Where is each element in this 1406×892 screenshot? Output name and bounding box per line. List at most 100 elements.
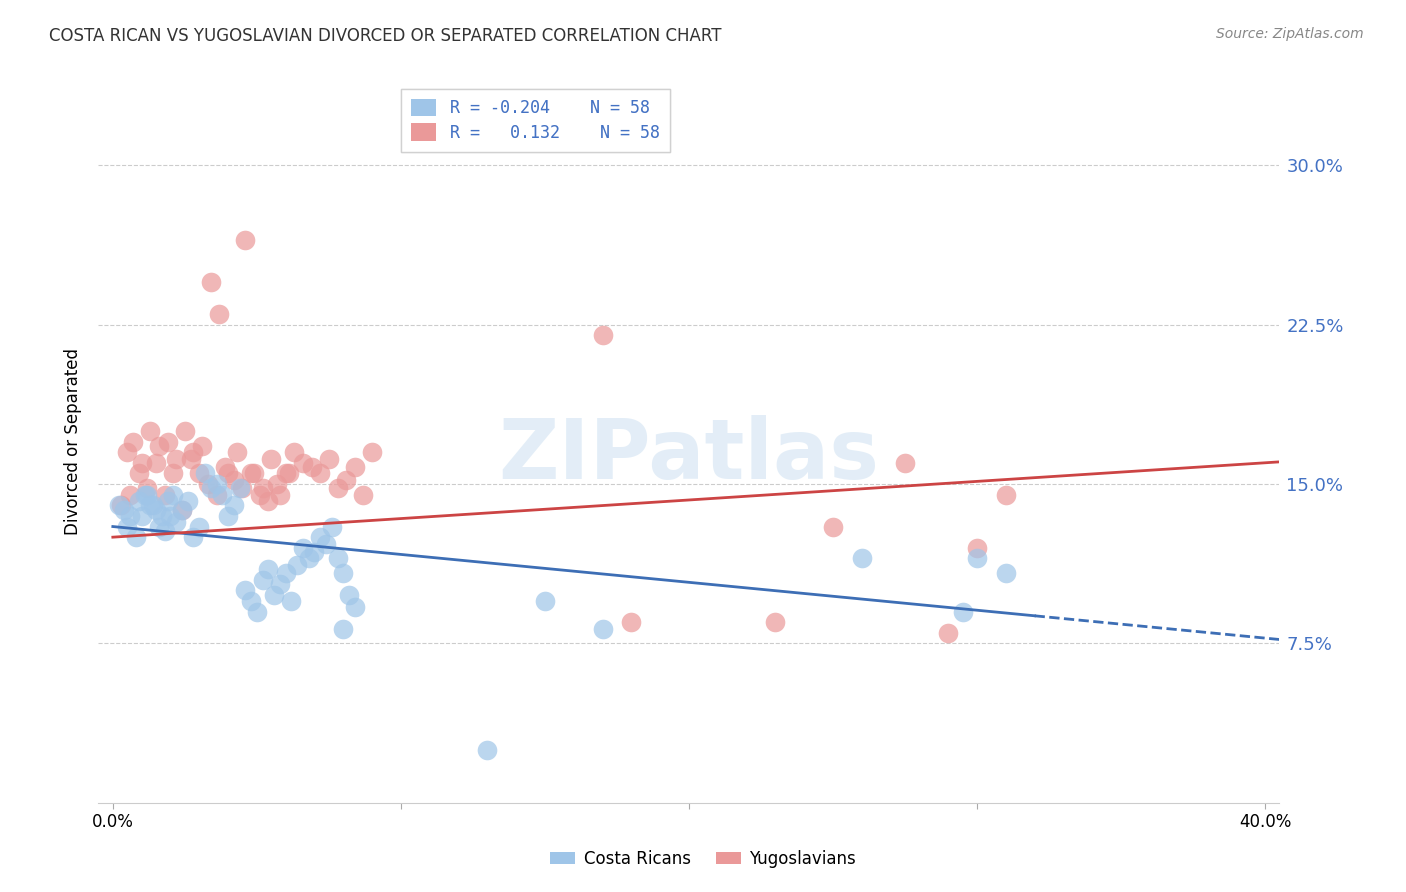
Text: Source: ZipAtlas.com: Source: ZipAtlas.com	[1216, 27, 1364, 41]
Point	[180, 451, 202, 466]
Point	[309, 530, 332, 544]
Point	[115, 519, 138, 533]
Point	[263, 588, 285, 602]
Point	[231, 481, 253, 495]
Point	[120, 488, 142, 502]
Point	[620, 615, 643, 630]
Point	[246, 605, 269, 619]
Point	[240, 467, 263, 481]
Point	[170, 502, 193, 516]
Legend: Costa Ricans, Yugoslavians: Costa Ricans, Yugoslavians	[544, 844, 862, 875]
Point	[966, 551, 988, 566]
Point	[283, 445, 305, 459]
Point	[309, 467, 332, 481]
Point	[139, 424, 162, 438]
Point	[188, 467, 211, 481]
Point	[115, 445, 138, 459]
Point	[162, 467, 184, 481]
Point	[318, 451, 340, 466]
Point	[191, 439, 214, 453]
Point	[326, 481, 349, 495]
Point	[183, 530, 205, 544]
Point	[332, 622, 354, 636]
Point	[153, 488, 176, 502]
Point	[153, 524, 176, 538]
Point	[233, 583, 256, 598]
Point	[125, 530, 148, 544]
Point	[343, 460, 366, 475]
Point	[148, 439, 170, 453]
Point	[145, 456, 167, 470]
Point	[952, 605, 974, 619]
Point	[301, 460, 323, 475]
Point	[194, 467, 217, 481]
Point	[592, 622, 614, 636]
Point	[477, 742, 499, 756]
Point	[156, 434, 179, 449]
Text: ZIPatlas: ZIPatlas	[499, 416, 879, 497]
Point	[205, 477, 228, 491]
Point	[214, 460, 236, 475]
Point	[131, 508, 153, 523]
Point	[188, 519, 211, 533]
Point	[592, 328, 614, 343]
Point	[315, 536, 337, 550]
Point	[249, 488, 271, 502]
Point	[165, 516, 187, 530]
Point	[337, 588, 360, 602]
Point	[298, 551, 321, 566]
Point	[142, 498, 165, 512]
Point	[285, 558, 308, 572]
Point	[269, 488, 291, 502]
Point	[222, 473, 245, 487]
Point	[120, 508, 142, 523]
Point	[326, 551, 349, 566]
Point	[266, 477, 288, 491]
Point	[150, 508, 173, 523]
Point	[217, 467, 239, 481]
Point	[966, 541, 988, 555]
Point	[200, 481, 222, 495]
Point	[208, 307, 231, 321]
Point	[821, 519, 844, 533]
Point	[277, 467, 299, 481]
Point	[159, 508, 181, 523]
Point	[994, 566, 1017, 581]
Point	[145, 502, 167, 516]
Point	[139, 498, 162, 512]
Point	[274, 566, 297, 581]
Y-axis label: Divorced or Separated: Divorced or Separated	[65, 348, 83, 535]
Point	[260, 451, 283, 466]
Point	[183, 445, 205, 459]
Point	[304, 545, 326, 559]
Point	[170, 502, 193, 516]
Point	[173, 424, 195, 438]
Point	[252, 573, 274, 587]
Point	[122, 434, 145, 449]
Point	[162, 488, 184, 502]
Text: COSTA RICAN VS YUGOSLAVIAN DIVORCED OR SEPARATED CORRELATION CHART: COSTA RICAN VS YUGOSLAVIAN DIVORCED OR S…	[49, 27, 721, 45]
Point	[280, 594, 302, 608]
Point	[165, 451, 187, 466]
Point	[134, 488, 156, 502]
Point	[148, 519, 170, 533]
Point	[894, 456, 917, 470]
Point	[156, 494, 179, 508]
Point	[211, 488, 233, 502]
Legend: R = -0.204    N = 58, R =   0.132    N = 58: R = -0.204 N = 58, R = 0.132 N = 58	[401, 88, 669, 152]
Point	[291, 541, 314, 555]
Point	[128, 467, 150, 481]
Point	[851, 551, 873, 566]
Point	[269, 577, 291, 591]
Point	[128, 494, 150, 508]
Point	[225, 445, 247, 459]
Point	[252, 481, 274, 495]
Point	[534, 594, 557, 608]
Point	[240, 594, 263, 608]
Point	[222, 498, 245, 512]
Point	[200, 275, 222, 289]
Point	[112, 502, 135, 516]
Point	[274, 467, 297, 481]
Point	[228, 481, 250, 495]
Point	[177, 494, 200, 508]
